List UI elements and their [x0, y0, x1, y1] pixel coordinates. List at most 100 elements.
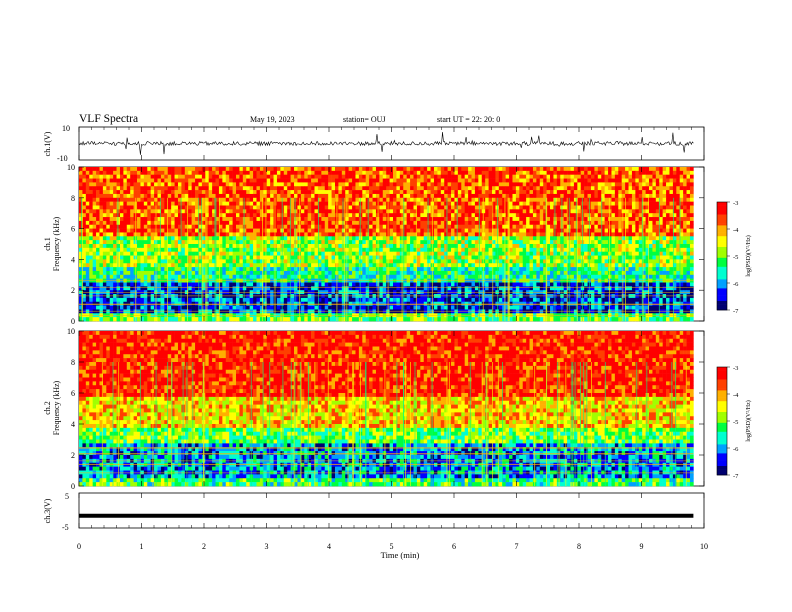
ch1-spectrogram-cell [515, 174, 520, 179]
ch1-spectrogram-cell [188, 267, 192, 272]
ch1-spectrogram-cell [198, 205, 203, 210]
ch1-spectrogram-cell [167, 251, 172, 256]
ch1-spectrogram-cell [266, 213, 271, 218]
ch1-spectrogram-cell [403, 193, 407, 199]
ch1-spectrogram-cell [679, 240, 684, 245]
ch1-spectrogram-cell [570, 193, 575, 199]
ch1-spectrogram-cell [584, 193, 588, 199]
ch1-spectrogram-cell [263, 232, 268, 237]
ch1-spectrogram-cell [160, 263, 165, 268]
ch1-spectrogram-cell [362, 178, 367, 183]
ch1-spectrogram-cell [594, 220, 599, 226]
ch1-spectrogram-cell [454, 197, 459, 202]
ch1-spectrogram-cell [536, 213, 541, 218]
ch1-spectrogram-cell [430, 182, 435, 187]
ch1-spectrogram-cell [198, 220, 203, 226]
ch1-spectrogram-cell [249, 251, 254, 256]
ch1-spectrogram-cell [550, 174, 554, 179]
ch1-spectrogram-cell [300, 197, 305, 202]
ch1-spectrogram-cell [672, 217, 677, 222]
ch1-spectrogram-cell [539, 201, 544, 206]
ch1-spectrogram-cell [621, 240, 626, 245]
ch1-spectrogram-cell [348, 167, 353, 172]
ch1-spectrogram-cell [420, 217, 425, 222]
ch1-spectrogram-cell [642, 217, 646, 222]
ch1-spectrogram-cell [218, 209, 223, 214]
ch1-spectrogram-cell [294, 247, 298, 252]
ch1-spectrogram-cell [570, 170, 575, 175]
ch1-spectrogram-cell [236, 217, 240, 222]
ch1-spectrogram-cell [543, 255, 547, 260]
ch1-spectrogram-cell [611, 186, 616, 191]
ch1-spectrogram-cell [652, 267, 657, 272]
ch1-spectrogram-cell [519, 228, 524, 233]
ch1-spectrogram-cell [92, 251, 97, 256]
ch1-spectrogram-cell [474, 174, 479, 179]
ch1-spectrogram-cell [471, 263, 476, 268]
ch1-spectrogram-cell [423, 193, 428, 199]
ch1-spectrogram-cell [341, 247, 346, 252]
ch1-spectrogram-cell [382, 190, 387, 195]
ch1-spectrogram-cell [413, 240, 418, 245]
ch1-spectrogram-cell [532, 263, 537, 268]
ch1-spectrogram-cell [212, 228, 216, 233]
ch1-spectrogram-cell [532, 236, 537, 241]
ch1-spectrogram-cell [338, 182, 343, 187]
ch1-spectrogram-cell [628, 259, 633, 264]
ch1-spectrogram-cell [317, 167, 322, 172]
ch1-spectrogram-cell [181, 267, 186, 272]
ch1-spectrogram-cell [283, 174, 288, 179]
ch1-spectrogram-cell [89, 220, 93, 226]
ch1-spectrogram-cell [628, 170, 633, 175]
ch1-spectrogram-cell [584, 197, 588, 202]
ch1-spectrogram-cell [181, 270, 186, 276]
ch1-spectrogram-cell [345, 190, 349, 195]
ch1-spectrogram-cell [618, 240, 622, 245]
ch1-spectrogram-cell [447, 228, 452, 233]
ch1-spectrogram-cell [99, 270, 104, 276]
ch1-spectrogram-cell [498, 263, 503, 268]
ch1-spectrogram-cell [556, 236, 561, 241]
ch1-spectrogram-cell [348, 232, 353, 237]
ch1-spectrogram-cell [529, 263, 534, 268]
ch1-spectrogram-cell [526, 247, 530, 252]
ch1-spectrogram-cell [515, 236, 520, 241]
ch1-spectrogram-cell [102, 224, 107, 229]
ch1-spectrogram-cell [242, 251, 247, 256]
ch1-spectrogram-cell [601, 251, 605, 256]
ch1-spectrogram-cell [536, 267, 541, 272]
ch1-spectrogram-cell [232, 186, 237, 191]
ch1-spectrogram-cell [96, 178, 100, 183]
ch1-spectrogram-cell [379, 220, 384, 226]
ch1-spectrogram-cell [686, 178, 691, 183]
ch1-spectrogram-cell [174, 240, 179, 245]
ch1-spectrogram-cell [143, 213, 148, 218]
ch1-spectrogram-cell [488, 251, 493, 256]
ch1-spectrogram-cell [433, 193, 438, 199]
ch1-spectrogram-cell [461, 220, 465, 226]
ch1-spectrogram-cell [276, 224, 281, 229]
ch1-spectrogram-cell [266, 197, 271, 202]
ch1-spectrogram-cell [577, 213, 582, 218]
ch1-spectrogram-cell [454, 209, 459, 214]
ch1-spectrogram-cell [468, 182, 472, 187]
ch1-spectrogram-cell [423, 270, 428, 276]
ch1-spectrogram-cell [532, 190, 537, 195]
ch1-spectrogram-cell [256, 224, 261, 229]
ch1-spectrogram-cell [208, 244, 213, 249]
ch1-spectrogram-cell [471, 220, 476, 226]
ch1-spectrogram-cell [137, 232, 141, 237]
ch1-spectrogram-cell [126, 224, 131, 229]
ch1-spectrogram-cell [519, 167, 524, 172]
ch1-spectrogram-cell [92, 247, 97, 252]
ch1-spectrogram-cell [543, 263, 547, 268]
ch1-spectrogram-cell [184, 224, 189, 229]
ch1-spectrogram-cell [256, 205, 261, 210]
ch1-spectrogram-cell [246, 217, 250, 222]
ch1-spectrogram-cell [382, 197, 387, 202]
ch1-spectrogram-cell [82, 236, 87, 241]
ch1-spectrogram-cell [601, 170, 605, 175]
ch1-spectrogram-cell [89, 259, 93, 264]
ch1-spectrogram-cell [147, 167, 151, 172]
ch1-spectrogram-cell [416, 220, 421, 226]
